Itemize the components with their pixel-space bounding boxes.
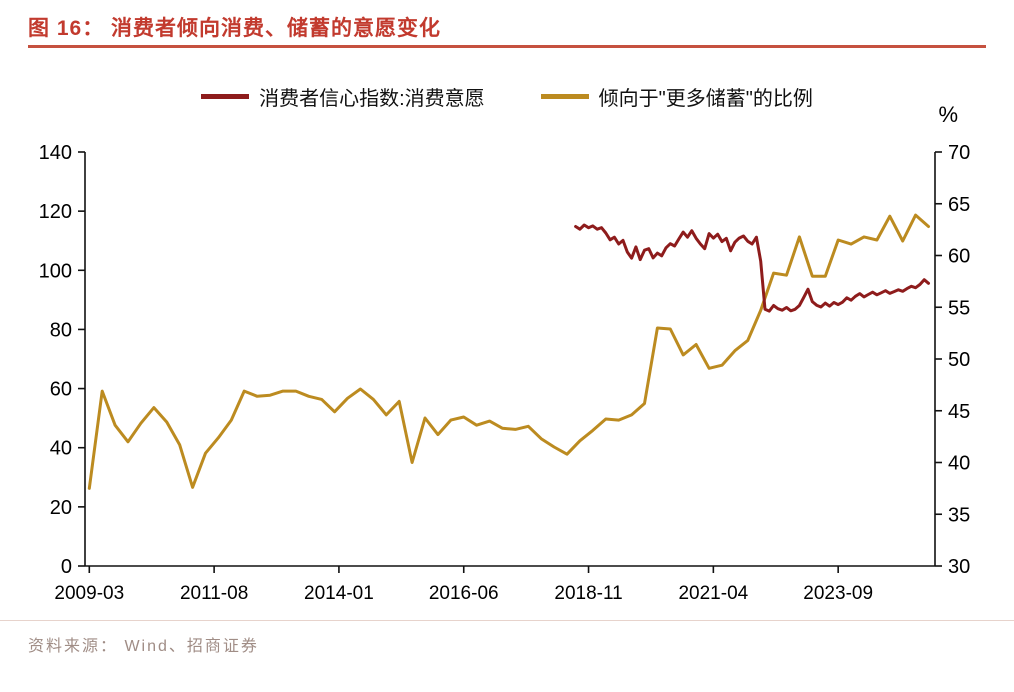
- right-tick-label: 40: [948, 453, 970, 475]
- x-tick-label: 2011-08: [180, 583, 248, 604]
- x-tick-label: 2009-03: [54, 583, 124, 604]
- figure-title: 图 16： 消费者倾向消费、储蓄的意愿变化: [28, 17, 442, 40]
- title-underline: [28, 45, 986, 48]
- series-line-consume: [574, 223, 930, 313]
- source-note: 资料来源： Wind、招商证券: [28, 638, 259, 655]
- x-tick-label: 2023-09: [803, 583, 873, 604]
- line-chart: 0 20 40 60 80 100 120 140 30 35 40 45 50 55 60 65 70 2009…: [39, 142, 971, 604]
- left-tick-label: 140: [39, 142, 72, 164]
- series-line-save: [87, 213, 930, 490]
- left-tick-label: 0: [61, 556, 72, 578]
- x-tick-label: 2018-11: [554, 583, 622, 604]
- legend-label-save: 倾向于"更多储蓄"的比例: [598, 88, 813, 110]
- right-axis-unit-label: %: [938, 102, 958, 127]
- left-tick-label: 40: [50, 438, 72, 460]
- left-tick-label: 120: [39, 201, 72, 223]
- left-tick-label: 20: [50, 497, 72, 519]
- left-tick-label: 100: [39, 260, 72, 282]
- right-tick-label: 50: [948, 349, 970, 371]
- left-tick-label: 60: [50, 379, 72, 401]
- x-tick-label: 2021-04: [678, 583, 748, 604]
- right-tick-label: 35: [948, 504, 970, 526]
- legend-item-save: 倾向于"更多储蓄"的比例: [540, 82, 813, 111]
- left-tick-label: 80: [50, 319, 72, 341]
- x-tick-label: 2014-01: [304, 583, 374, 604]
- footer-divider: [0, 620, 1014, 621]
- x-tick-label: 2016-06: [429, 583, 499, 604]
- legend-swatch-consume-line: [201, 94, 250, 99]
- right-tick-label: 70: [948, 142, 970, 164]
- right-tick-label: 60: [948, 246, 970, 268]
- chart-legend: 消费者信心指数:消费意愿 倾向于"更多储蓄"的比例: [0, 82, 1014, 111]
- legend-label-consume: 消费者信心指数:消费意愿: [259, 88, 485, 110]
- legend-swatch-save-line: [540, 94, 589, 99]
- right-tick-label: 45: [948, 401, 970, 423]
- right-tick-label: 55: [948, 297, 970, 319]
- legend-item-consume: 消费者信心指数:消费意愿: [201, 82, 485, 111]
- right-tick-label: 65: [948, 194, 970, 216]
- right-tick-label: 30: [948, 556, 970, 578]
